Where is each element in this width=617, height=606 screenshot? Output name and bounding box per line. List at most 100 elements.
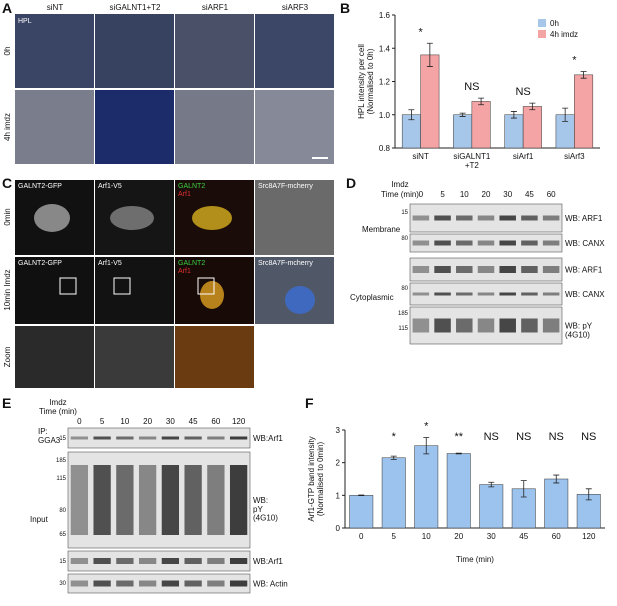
blot-label: WB: pY (4G10) (565, 322, 593, 340)
x-tick-label: siArf1 (513, 152, 534, 161)
blot-band (93, 465, 111, 535)
channel-label: Src8A7F-mcherry (258, 183, 313, 190)
significance-label: * (418, 26, 423, 38)
channel-label: Src8A7F-mcherry (258, 260, 313, 267)
blot-band (521, 215, 538, 221)
blot-label: WB: ARF1 (565, 214, 603, 223)
bar (381, 457, 406, 529)
mw-marker: 115 (56, 476, 66, 482)
blot-label: WB: CANX (565, 290, 605, 299)
blot-band (412, 240, 430, 246)
lane-label: 0 (77, 417, 82, 426)
blot-band (138, 558, 157, 564)
bar (349, 495, 374, 529)
blot-band (499, 215, 516, 221)
significance-label: NS (549, 431, 564, 443)
blot-band (229, 436, 248, 440)
blot-band (434, 215, 451, 221)
blot-band (542, 215, 560, 221)
lane-label: 0 (419, 190, 424, 199)
blot-label: WB:Arf1 (253, 434, 283, 443)
y-tick-label: 0.8 (379, 144, 391, 153)
channel-label: GALNT2-GFP (18, 260, 62, 267)
golgi-signal (110, 206, 154, 230)
row-label: 10min Imdz (3, 269, 12, 310)
golgi-signal (200, 281, 224, 309)
merge-label: Arf1 (178, 268, 191, 275)
nucleus-signal (285, 286, 315, 314)
y-tick-label: 2 (336, 459, 341, 468)
error-bar (510, 111, 517, 119)
error-bar (423, 437, 430, 455)
blot-label: WB: ARF1 (565, 266, 603, 275)
error-bar (358, 494, 365, 497)
blot-band (542, 292, 560, 296)
blot-band (161, 465, 180, 535)
blot-band (477, 318, 495, 333)
row-label: Zoom (3, 346, 12, 367)
x-tick-label: 30 (487, 532, 496, 541)
blot-label: WB: Actin (253, 580, 288, 589)
significance-label: NS (464, 81, 479, 93)
bar (446, 453, 471, 529)
blot-band (434, 292, 451, 296)
blot-band (499, 240, 516, 246)
blot-band (70, 465, 89, 535)
blot-band (477, 266, 495, 273)
mw-marker: 65 (59, 532, 66, 538)
mw-marker: 15 (59, 436, 66, 442)
error-bar (455, 452, 462, 455)
mw-marker: 15 (59, 559, 66, 565)
micrograph (95, 14, 174, 88)
bar (479, 484, 504, 529)
micrograph (255, 90, 334, 164)
y-tick-label: 1 (336, 491, 341, 500)
legend-label: 4h imdz (550, 30, 578, 39)
significance-label: NS (515, 86, 530, 98)
channel-label: Arf1-V5 (98, 183, 122, 190)
row-label: 0min (3, 208, 12, 225)
bar (453, 114, 473, 149)
blot-band (542, 318, 560, 333)
blot-band (93, 580, 111, 587)
blot-band (412, 292, 430, 296)
section-label: Input (30, 515, 49, 524)
bar (414, 445, 439, 529)
y-tick-label: 0 (336, 524, 341, 533)
blot-band (116, 436, 134, 440)
error-bar (529, 102, 536, 111)
mw-marker: 30 (59, 581, 66, 587)
error-bar (553, 474, 560, 484)
blot-band (456, 292, 473, 296)
error-bar (459, 112, 466, 117)
blot-band (207, 580, 225, 587)
blot-band (138, 465, 157, 535)
panel-letter: F (305, 395, 314, 411)
y-tick-label: 1.6 (379, 11, 391, 20)
micrograph (255, 14, 334, 88)
lane-label: 45 (525, 190, 534, 199)
blot-band (161, 436, 180, 440)
channel-label: Arf1-V5 (98, 260, 122, 267)
micrograph (95, 90, 174, 164)
stain-label: HPL (18, 18, 32, 25)
blot-band (116, 558, 134, 564)
significance-label: NS (516, 431, 531, 443)
error-bar (426, 42, 433, 67)
significance-label: ** (454, 431, 463, 443)
mw-marker: 80 (401, 236, 408, 242)
time-label: Time (min) (381, 190, 419, 199)
x-tick-label: 10 (422, 532, 431, 541)
error-bar (390, 455, 397, 460)
blot-band (138, 580, 157, 587)
error-bar (562, 107, 569, 122)
bar (522, 106, 542, 149)
blot-band (229, 558, 248, 564)
x-tick-label: 120 (582, 532, 596, 541)
blot-band (521, 266, 538, 273)
blot-band (456, 318, 473, 333)
micrograph (255, 180, 334, 255)
bar (504, 114, 524, 149)
row-label: 4h imdz (3, 113, 12, 141)
blot-band (70, 558, 89, 564)
